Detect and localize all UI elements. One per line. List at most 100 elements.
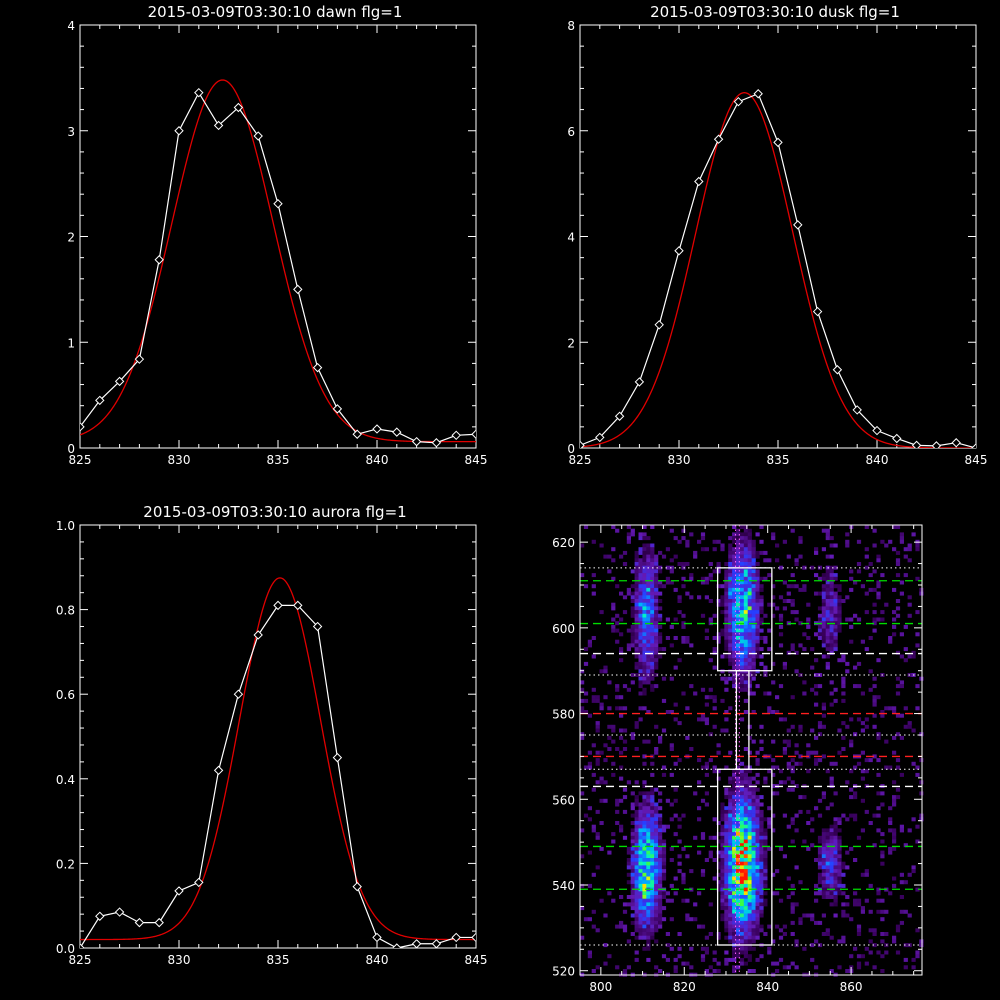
heatmap-cell <box>638 610 643 615</box>
heatmap-cell <box>849 954 854 959</box>
heatmap-cell <box>837 880 842 885</box>
dusk-data-point <box>911 440 922 448</box>
heatmap-cell <box>911 728 916 733</box>
heatmap-cell <box>915 772 920 777</box>
heatmap-cell <box>911 650 916 655</box>
heatmap-cell <box>833 891 838 896</box>
aurora-data-point <box>134 917 145 928</box>
heatmap-cell <box>751 676 756 681</box>
heatmap-cell <box>720 876 725 881</box>
heatmap-cell <box>739 599 745 603</box>
heatmap-cell <box>817 850 823 855</box>
heatmap-cell <box>833 858 838 862</box>
heatmap-cell <box>658 617 663 622</box>
heatmap-cell <box>642 832 647 837</box>
heatmap-cell <box>724 824 729 829</box>
heatmap-cell <box>833 602 838 607</box>
heatmap-cell <box>654 865 659 870</box>
heatmap-cell <box>743 839 748 844</box>
heatmap-cell <box>736 769 741 774</box>
heatmap-cell <box>821 846 826 851</box>
heatmap-cell <box>755 591 760 596</box>
heatmap-cell <box>767 710 772 714</box>
heatmap-cell <box>853 791 858 796</box>
heatmap-cell <box>798 587 803 592</box>
heatmap-cell <box>802 680 807 685</box>
heatmap-cell <box>642 739 647 744</box>
heatmap-cell <box>829 865 834 870</box>
heatmap-cell <box>860 828 865 833</box>
heatmap-cell <box>833 835 838 840</box>
heatmap-cell <box>829 569 834 574</box>
heatmap-cell <box>849 639 854 644</box>
heatmap-cell <box>782 780 787 785</box>
heatmap-cell <box>829 636 834 640</box>
heatmap-cell <box>646 536 651 541</box>
heatmap-cell <box>642 628 647 633</box>
heatmap-cell <box>747 821 752 825</box>
heatmap-cell <box>739 576 745 581</box>
heatmap-cell <box>654 665 659 670</box>
heatmap-cell <box>798 795 803 800</box>
heatmap-cell <box>782 854 787 859</box>
heatmap-cell <box>646 636 651 640</box>
heatmap-cell <box>669 858 674 862</box>
heatmap-cell <box>658 843 663 848</box>
heatmap-cell <box>630 532 635 537</box>
heatmap-cell <box>829 850 834 855</box>
heatmap-cell <box>634 724 639 729</box>
heatmap-cell <box>708 576 713 581</box>
heatmap-cell <box>611 628 616 633</box>
dawn-ytick-label: 1 <box>67 336 75 350</box>
heatmap-cell <box>743 832 748 837</box>
heatmap-cell <box>708 932 713 936</box>
heatmap-cell <box>583 525 589 529</box>
heatmap-cell <box>595 758 600 763</box>
heatmap-cell <box>728 547 733 552</box>
heatmap-cell <box>634 858 639 862</box>
heatmap-cell <box>665 547 670 552</box>
heatmap-cell <box>833 913 838 918</box>
heatmap-cell <box>786 728 791 733</box>
heatmap-cell <box>654 624 659 629</box>
heatmap-cell <box>642 599 647 603</box>
heatmap-cell <box>759 628 764 633</box>
heatmap-cell <box>728 636 733 640</box>
heatmap-cell <box>775 765 780 770</box>
heatmap-cell <box>767 628 772 633</box>
heatmap-cell <box>759 854 764 859</box>
heatmap-cell <box>888 636 893 640</box>
heatmap-cell <box>736 817 741 822</box>
heatmap-cell <box>700 765 706 770</box>
heatmap-cell <box>638 924 643 929</box>
heatmap-cell <box>654 806 659 811</box>
heatmap-cell <box>642 802 647 807</box>
heatmap-cell <box>658 913 663 918</box>
heatmap-cell <box>591 772 596 777</box>
heatmap-cell <box>615 965 620 970</box>
heatmap-cell <box>646 587 651 592</box>
heatmap-cell <box>638 850 643 855</box>
heatmap-cell <box>638 595 643 600</box>
heatmap-cell <box>763 880 768 885</box>
heatmap-cell <box>646 591 651 596</box>
heatmap-cell <box>790 961 795 966</box>
heatmap-cell <box>642 898 647 903</box>
heatmap-cell <box>642 806 647 811</box>
aurora-panel: 2015-03-09T03:30:10 aurora flg=1 825 830 8… <box>56 503 488 967</box>
heatmap-cell <box>689 573 694 578</box>
heatmap-cell <box>626 687 631 692</box>
heatmap-cell <box>872 698 877 703</box>
heatmap-cell <box>642 887 647 892</box>
heatmap-cell <box>919 943 924 948</box>
heatmap-cell <box>716 932 721 936</box>
heatmap-cell <box>833 698 838 703</box>
heatmap-cell <box>817 632 823 637</box>
heatmap-cell <box>790 883 795 888</box>
heatmap-cell <box>872 695 877 700</box>
heatmap-cell <box>736 643 741 648</box>
heatmap-cell <box>759 898 764 903</box>
heatmap-cell <box>767 806 772 811</box>
heatmap-cell <box>751 861 756 866</box>
heatmap-cell <box>895 558 901 563</box>
